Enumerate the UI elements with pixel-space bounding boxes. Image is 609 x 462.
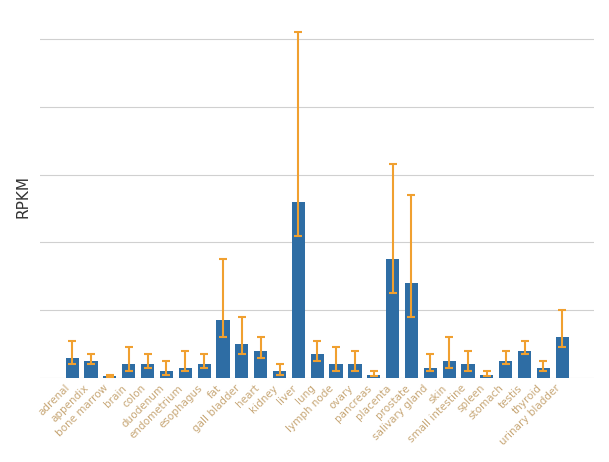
Bar <box>424 368 437 378</box>
Bar <box>499 361 512 378</box>
Bar <box>178 368 192 378</box>
Bar <box>462 365 474 378</box>
Bar <box>197 365 211 378</box>
Bar <box>443 361 456 378</box>
Bar <box>235 344 248 378</box>
Bar <box>104 376 116 378</box>
Y-axis label: RPKM: RPKM <box>15 175 30 218</box>
Bar <box>405 283 418 378</box>
Bar <box>311 354 324 378</box>
Bar <box>160 371 173 378</box>
Bar <box>141 365 154 378</box>
Bar <box>329 365 343 378</box>
Bar <box>367 375 381 378</box>
Bar <box>518 351 531 378</box>
Bar <box>481 375 493 378</box>
Bar <box>216 320 230 378</box>
Bar <box>122 365 135 378</box>
Bar <box>386 259 400 378</box>
Bar <box>292 202 305 378</box>
Bar <box>537 368 550 378</box>
Bar <box>273 371 286 378</box>
Bar <box>66 358 79 378</box>
Bar <box>254 351 267 378</box>
Bar <box>555 337 569 378</box>
Bar <box>348 365 362 378</box>
Bar <box>85 361 97 378</box>
